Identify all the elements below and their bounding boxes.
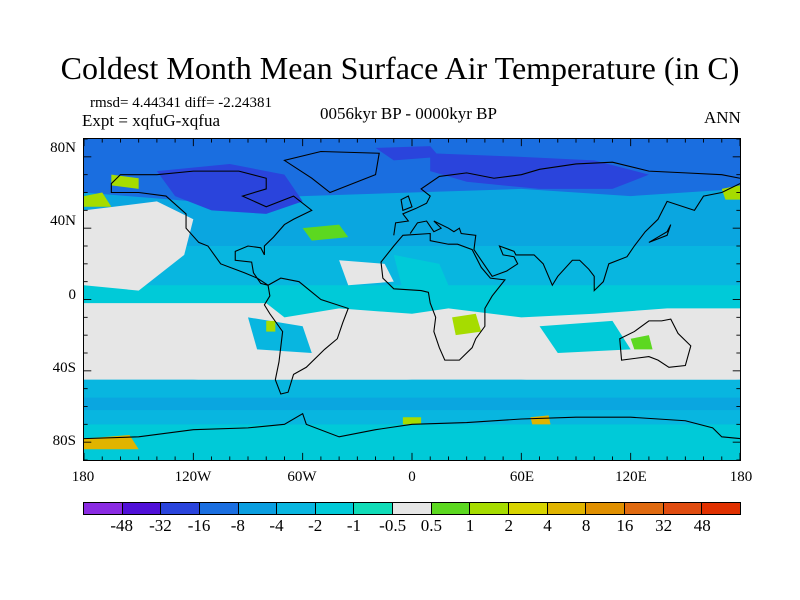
colorbar-label: -32 [149, 516, 172, 535]
coast-north-america [110, 170, 313, 286]
colorbar [83, 502, 741, 515]
colorbar-swatch [624, 503, 664, 514]
colorbar-swatch [315, 503, 355, 514]
colorbar-label: 1 [465, 516, 475, 535]
coast-japan [648, 224, 672, 243]
colorbar-swatch [702, 503, 740, 514]
coast-greenland [283, 150, 380, 194]
coast-south-america [263, 277, 349, 395]
colorbar-label: 0.5 [420, 516, 442, 535]
lon-label: 0 [408, 469, 416, 485]
lon-label: 180 [729, 469, 753, 485]
colorbar-label: 48 [693, 516, 711, 535]
colorbar-swatch [354, 503, 394, 514]
colorbar-label: 8 [581, 516, 591, 535]
colorbar-swatch [470, 503, 510, 514]
colorbar-label: -4 [269, 516, 284, 535]
lon-label: 180 [71, 469, 95, 485]
lon-label: 120E [615, 469, 647, 485]
colorbar-swatch [161, 503, 200, 514]
colorbar-swatch [238, 503, 278, 514]
contour-fill [84, 139, 740, 460]
colorbar-label: -16 [187, 516, 211, 535]
lat-label: 40S [52, 360, 76, 376]
coastlines [84, 150, 740, 440]
colorbar-swatch [586, 503, 625, 514]
plot-title: Coldest Month Mean Surface Air Temperatu… [60, 50, 740, 86]
colorbar-label: 4 [543, 516, 552, 535]
axis-ticks [84, 139, 740, 460]
colorbar-swatch [393, 503, 432, 514]
colorbar-swatch [663, 503, 703, 514]
colorbar-label: -48 [110, 516, 134, 535]
colorbar-swatch [84, 503, 123, 514]
colorbar-label: 2 [504, 516, 514, 535]
lat-label: 0 [68, 287, 77, 303]
coast-australia [619, 318, 692, 368]
coast-uk [400, 195, 413, 212]
coast-antarctica [84, 412, 740, 440]
colorbar-swatch [547, 503, 587, 514]
stats-label: rmsd= 4.44341 diff= -2.24381 [90, 95, 273, 111]
colorbar-label: -2 [308, 516, 323, 535]
colorbar-swatch [199, 503, 239, 514]
colorbar-swatch [122, 503, 162, 514]
colorbar-label: -8 [230, 516, 245, 535]
colorbar-swatch [277, 503, 316, 514]
coast-eurasia [393, 161, 740, 292]
experiment-label: Expt = xqfuG-xqfua [82, 111, 221, 130]
season-label: ANN [704, 108, 741, 127]
colorbar-label: 32 [655, 516, 673, 535]
lat-label: 80S [52, 433, 76, 449]
lon-label: 60W [287, 469, 317, 485]
colorbar-label: -1 [346, 516, 362, 535]
lon-label: 60E [509, 469, 535, 485]
colorbar-label: 16 [616, 516, 634, 535]
temperature-map [83, 138, 741, 461]
period-label: 0056kyr BP - 0000kyr BP [320, 104, 497, 123]
colorbar-swatch [509, 503, 548, 514]
colorbar-swatch [431, 503, 471, 514]
coast-africa [380, 232, 506, 361]
colorbar-label: -0.5 [379, 516, 407, 535]
lat-label: 40N [50, 213, 76, 229]
lon-label: 120W [174, 469, 212, 485]
lat-label: 80N [50, 140, 76, 156]
